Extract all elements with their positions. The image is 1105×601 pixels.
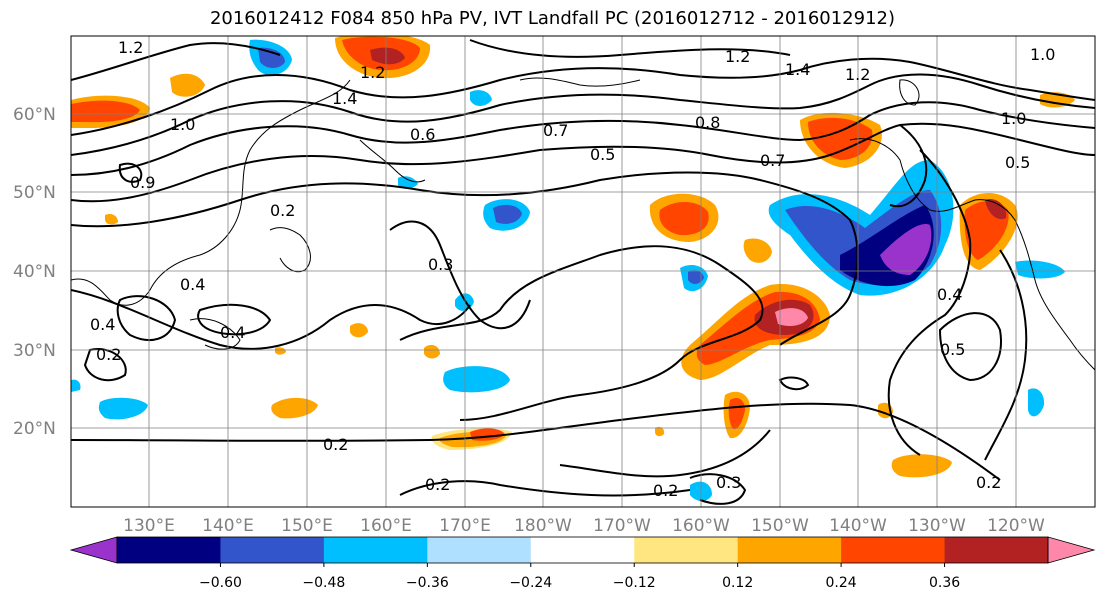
- contour-label: 0.7: [543, 121, 568, 140]
- contour-label: 1.2: [845, 65, 870, 84]
- contour-label: 0.2: [653, 481, 678, 500]
- lat-label: 50°N: [13, 183, 56, 203]
- contour-label: 1.2: [118, 38, 143, 57]
- contour-label: 1.0: [1001, 109, 1026, 128]
- colorbar-tick-label: 0.36: [929, 575, 960, 591]
- lon-label: 140°E: [202, 516, 254, 536]
- colorbar-tick-label: 0.12: [722, 575, 753, 591]
- contour-label: 0.4: [180, 275, 205, 294]
- longitude-labels: 130°E 140°E 150°E 160°E 170°E 180°W 170°…: [123, 516, 1045, 536]
- colorbar-segment: [944, 537, 1049, 563]
- colorbar-segment: [841, 537, 946, 563]
- lat-label: 30°N: [13, 341, 56, 361]
- colorbar-tick-label: 0.24: [826, 575, 857, 591]
- contour-label: 0.3: [428, 255, 453, 274]
- map-area: [71, 36, 1095, 507]
- colorbar-tick-label: −0.12: [613, 575, 656, 591]
- latitude-labels: 60°N 50°N 40°N 30°N 20°N: [13, 105, 56, 439]
- contour-label: 0.6: [410, 125, 435, 144]
- lon-label: 180°W: [514, 516, 572, 536]
- contour-label: 0.8: [695, 113, 720, 132]
- pv-contours: [71, 39, 1095, 505]
- colorbar-segment: [1047, 536, 1096, 564]
- gridlines: [71, 36, 1095, 507]
- colorbar-tick-label: −0.24: [509, 575, 552, 591]
- contour-label: 0.2: [96, 345, 121, 364]
- lon-label: 150°W: [751, 516, 809, 536]
- contour-label: 0.5: [590, 145, 615, 164]
- contour-label: 0.4: [220, 323, 245, 342]
- contour-label: 0.2: [323, 435, 348, 454]
- lon-label: 170°E: [439, 516, 491, 536]
- colorbar-segment: [323, 537, 428, 563]
- contour-label: 0.5: [1005, 153, 1030, 172]
- lon-label: 160°W: [672, 516, 730, 536]
- lat-label: 20°N: [13, 419, 56, 439]
- colorbar-segment: [634, 537, 739, 563]
- contour-label: 1.2: [725, 47, 750, 66]
- colorbar-segment: [69, 536, 118, 564]
- map-title: 2016012412 F084 850 hPa PV, IVT Landfall…: [209, 8, 896, 29]
- contour-label: 1.4: [785, 60, 810, 79]
- contour-label: 0.4: [90, 315, 115, 334]
- colorbar: [69, 536, 1096, 564]
- map-frame: [70, 35, 1096, 508]
- lon-label: 160°E: [360, 516, 412, 536]
- contour-label: 0.3: [716, 473, 741, 492]
- contour-label: 0.2: [270, 201, 295, 220]
- contour-label: 0.9: [130, 173, 155, 192]
- contour-label-group: 1.2 1.4 1.2 1.2 1.4 1.2 1.0 0.7 0.5 0.7 …: [90, 38, 1055, 500]
- contour-label: 0.7: [760, 151, 785, 170]
- lon-label: 120°W: [987, 516, 1045, 536]
- colorbar-segment: [220, 537, 325, 563]
- lat-label: 60°N: [13, 105, 56, 125]
- contour-label: 1.0: [170, 115, 195, 134]
- colorbar-segment: [737, 537, 842, 563]
- colorbar-tick-label: −0.36: [406, 575, 449, 591]
- contour-label: 0.5: [940, 340, 965, 359]
- colorbar-tick-label: −0.48: [302, 575, 345, 591]
- colorbar-segment: [427, 537, 532, 563]
- colorbar-tick-label: −0.60: [199, 575, 242, 591]
- colorbar-segment: [117, 537, 221, 563]
- contour-label: 0.2: [425, 475, 450, 494]
- lon-label: 150°E: [281, 516, 333, 536]
- colorbar-outline: [116, 536, 1049, 564]
- contour-label: 0.4: [937, 285, 962, 304]
- contour-label: 1.4: [332, 89, 357, 108]
- colorbar-segment: [530, 537, 635, 563]
- lon-label: 130°W: [908, 516, 966, 536]
- lat-label: 40°N: [13, 262, 56, 282]
- lon-label: 170°W: [593, 516, 651, 536]
- colorbar-ticks: −0.60 −0.48 −0.36 −0.24 −0.12 0.12 0.24 0.36: [199, 563, 960, 591]
- lon-label: 130°E: [123, 516, 175, 536]
- contour-label: 0.2: [976, 473, 1001, 492]
- lon-label: 140°W: [829, 516, 887, 536]
- contour-label: 1.2: [360, 63, 385, 82]
- contour-label: 1.0: [1030, 45, 1055, 64]
